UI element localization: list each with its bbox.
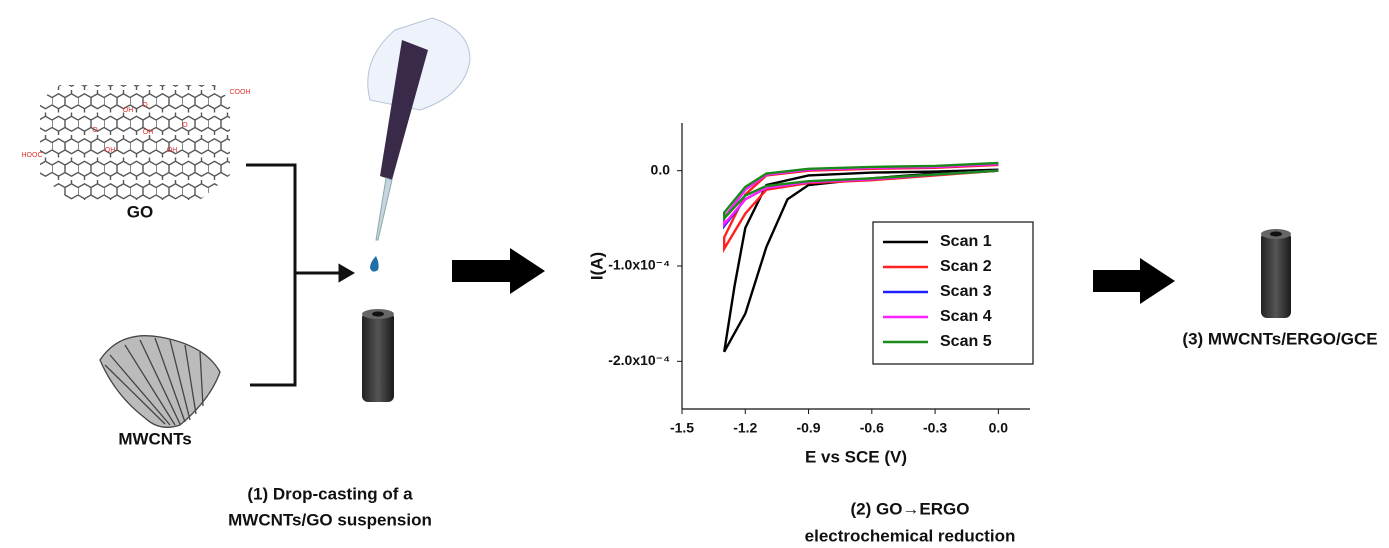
step3-label: (3) MWCNTs/ERGO/GCE [1182,329,1377,348]
step2-line1: (2) GO→ERGO [850,499,969,518]
x-tick-label: -1.5 [670,420,694,436]
legend-label: Scan 3 [940,283,992,300]
x-axis-label: E vs SCE (V) [805,447,907,466]
molecule-labels: COOH HOOC OH OH OH OH O O O [22,89,251,159]
y-tick-label: 0.0 [651,161,671,177]
mwcnts-label: MWCNTs [118,429,191,448]
electrode-icon [362,309,394,402]
molecule-label: HOOC [22,152,43,159]
step2-line2: electrochemical reduction [805,526,1016,545]
process-arrow [452,248,545,294]
molecule-label: OH [167,147,178,154]
step1-line2: MWCNTs/GO suspension [228,510,432,529]
cv-chart: I(A) E vs SCE (V) -1.5 -1.2 -0.9 -0.6 -0.3 0.… [587,123,1034,466]
molecule-label: COOH [230,89,251,96]
step1-line1: (1) Drop-casting of a [247,484,413,503]
x-tick-label: -0.3 [923,420,947,436]
legend-label: Scan 1 [940,233,992,250]
molecule-label: OH [105,147,116,154]
go-structure [40,85,230,200]
x-tick-label: 0.0 [989,420,1009,436]
molecule-label: OH [123,107,134,114]
electrode-icon [1261,229,1291,318]
y-tick-label: -1.0x10⁻⁴ [608,257,670,273]
x-tick-label: -1.2 [733,420,757,436]
legend-label: Scan 2 [940,258,992,275]
legend-label: Scan 5 [940,333,992,350]
molecule-label: O [92,127,98,134]
series-line [723,161,999,222]
mwcnt-icon [99,335,221,428]
x-tick-label: -0.9 [796,420,820,436]
molecule-label: OH [143,129,154,136]
molecule-label: O [142,102,148,109]
y-axis-label: I(A) [587,252,606,280]
molecule-label: O [182,122,188,129]
merge-bracket [246,163,355,387]
x-tick-label: -0.6 [860,420,884,436]
legend-label: Scan 4 [940,308,992,325]
go-label: GO [127,202,153,221]
pipette-icon [367,17,471,272]
y-tick-label: -2.0x10⁻⁴ [608,352,670,368]
process-arrow [1093,258,1175,304]
